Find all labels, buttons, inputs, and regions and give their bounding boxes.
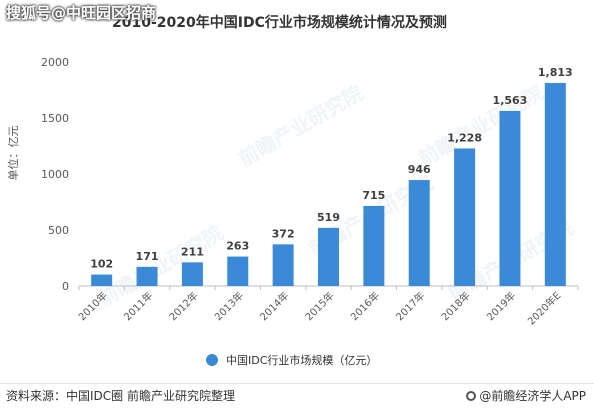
x-tick-label: 2012年	[166, 289, 200, 323]
data-label: 211	[181, 245, 204, 258]
x-tick-label: 2016年	[348, 289, 382, 323]
x-tick-label: 2010年	[76, 289, 110, 323]
brand-credit: @前瞻经济学人APP	[466, 387, 586, 404]
data-label: 1,563	[493, 94, 528, 107]
y-tick-label: 2000	[41, 56, 69, 69]
data-label: 1,228	[447, 131, 482, 144]
bar	[363, 205, 385, 286]
bar	[318, 227, 339, 286]
x-tick-label: 2018年	[438, 289, 472, 323]
bar	[136, 266, 158, 286]
source-note: 资料来源：中国IDC圈 前瞻产业研究院整理	[6, 389, 235, 403]
bar	[272, 244, 294, 286]
y-tick-label: 1000	[41, 168, 69, 181]
bar	[227, 256, 249, 286]
bar	[181, 262, 203, 286]
bar	[544, 82, 566, 286]
legend-label: 中国IDC行业市场规模（亿元）	[226, 354, 378, 367]
brand-logo-icon	[466, 390, 477, 401]
data-label: 1,813	[538, 66, 573, 79]
bar	[454, 148, 476, 286]
legend: 中国IDC行业市场规模（亿元）	[206, 352, 377, 368]
watermark-overlay: 搜狐号@中旺园区招商	[6, 4, 157, 22]
data-label: 715	[362, 189, 385, 202]
brand-label: @前瞻经济学人APP	[479, 389, 586, 403]
bar	[91, 274, 113, 286]
data-label: 519	[317, 211, 340, 224]
x-tick-label: 2014年	[257, 289, 291, 323]
y-tick-label: 0	[62, 280, 69, 293]
y-tick-label: 1500	[41, 112, 69, 125]
footer-divider	[0, 383, 594, 384]
data-label: 102	[90, 258, 113, 271]
x-tick-label: 2017年	[393, 289, 427, 323]
data-label: 946	[408, 163, 431, 176]
bar-chart: 0 500 1000 1500 2000 102 2010年 171 2011年 211 2012年…	[41, 56, 579, 328]
data-label: 263	[226, 240, 249, 253]
x-tick-label: 2020年E	[525, 289, 564, 328]
data-label: 171	[136, 250, 159, 263]
x-tick-label: 2019年	[484, 289, 518, 323]
x-tick-label: 2015年	[302, 289, 336, 323]
data-label: 372	[272, 227, 295, 240]
y-tick-label: 500	[48, 224, 69, 237]
x-tick-label: 2013年	[212, 289, 246, 323]
legend-marker	[206, 354, 218, 366]
x-tick-label: 2011年	[121, 289, 155, 323]
bar	[408, 180, 430, 286]
chart-title: 2010-2020年中国IDC行业市场规模统计情况及预测	[112, 15, 447, 31]
bar	[499, 110, 521, 286]
